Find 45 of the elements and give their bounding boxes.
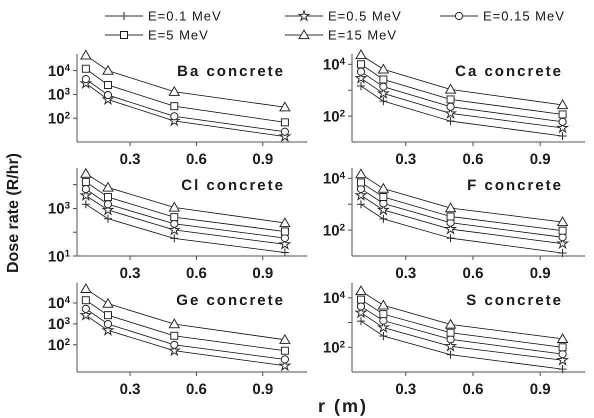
legend-label: E=15 MeV bbox=[328, 28, 398, 43]
x-tick-label: 0.3 bbox=[120, 151, 141, 168]
x-tick-label: 0.9 bbox=[252, 265, 274, 282]
x-tick-label: 0.3 bbox=[395, 265, 416, 282]
x-tick-label: 0.6 bbox=[186, 265, 207, 282]
y-tick-label: 10$^{2}$ bbox=[322, 222, 346, 240]
text: Cl concrete bbox=[181, 177, 285, 194]
y-tick-label: 10$^{2}$ bbox=[48, 110, 71, 128]
y-tick-label: 10$^{2}$ bbox=[48, 336, 71, 354]
y-tick-label: 10$^{3}$ bbox=[48, 316, 71, 334]
text: F concrete bbox=[467, 177, 563, 194]
text: Ca concrete bbox=[455, 63, 563, 80]
text: Ba concrete bbox=[177, 63, 285, 80]
y-axis-title: Dose rate (R/hr) bbox=[5, 152, 22, 274]
text: S concrete bbox=[466, 292, 563, 309]
x-tick-label: 0.9 bbox=[530, 381, 551, 398]
x-tick-label: 0.3 bbox=[395, 151, 416, 168]
y-tick-label: 10$^{4}$ bbox=[48, 62, 71, 80]
y-tick-label: 10$^{4}$ bbox=[322, 56, 346, 74]
y-tick-label: 10$^{2}$ bbox=[322, 108, 346, 126]
legend-label: E=0.1 MeV bbox=[148, 8, 222, 24]
x-tick-label: 0.6 bbox=[186, 151, 207, 168]
y-tick-label: 10$^{1}$ bbox=[48, 248, 71, 266]
legend-label: E=0.15 MeV bbox=[483, 8, 565, 24]
y-tick-label: 10$^{3}$ bbox=[48, 200, 71, 218]
y-tick-label: 10$^{4}$ bbox=[322, 170, 346, 188]
x-tick-label: 0.9 bbox=[530, 151, 551, 168]
x-tick-label: 0.6 bbox=[462, 265, 484, 282]
x-tick-label: 0.6 bbox=[186, 381, 207, 398]
y-tick-label: 10$^{2}$ bbox=[322, 339, 346, 357]
legend-label: E=5 MeV bbox=[148, 28, 209, 43]
x-axis-title: r (m) bbox=[318, 396, 368, 416]
y-tick-label: 10$^{4}$ bbox=[48, 294, 71, 312]
x-tick-label: 0.3 bbox=[120, 381, 141, 398]
legend-label: E=0.5 MeV bbox=[328, 8, 402, 24]
y-tick-label: 10$^{3}$ bbox=[48, 86, 71, 104]
x-tick-label: 0.6 bbox=[462, 381, 484, 398]
text: Ge concrete bbox=[176, 292, 285, 309]
x-tick-label: 0.9 bbox=[530, 265, 551, 282]
x-tick-label: 0.9 bbox=[252, 381, 274, 398]
x-tick-label: 0.3 bbox=[395, 381, 416, 398]
y-tick-label: 10$^{4}$ bbox=[322, 290, 346, 308]
x-tick-label: 0.9 bbox=[252, 151, 274, 168]
x-tick-label: 0.6 bbox=[462, 151, 484, 168]
x-tick-label: 0.3 bbox=[120, 265, 141, 282]
